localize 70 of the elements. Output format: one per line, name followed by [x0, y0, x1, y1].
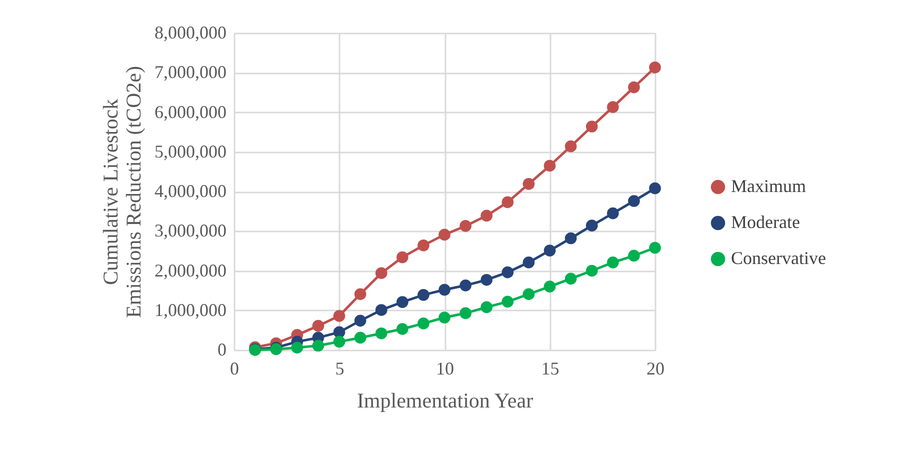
point — [312, 320, 324, 332]
point — [460, 307, 472, 320]
point — [502, 266, 514, 278]
point — [438, 284, 450, 296]
point — [291, 342, 304, 354]
point — [586, 220, 598, 232]
y-tick-label: 6,000,000 — [154, 102, 226, 122]
point — [333, 326, 346, 338]
point — [312, 340, 324, 352]
point — [564, 232, 577, 244]
point — [418, 289, 430, 301]
point — [396, 323, 408, 335]
point — [649, 62, 661, 74]
point — [438, 312, 450, 324]
point — [544, 160, 556, 172]
legend-label: Moderate — [731, 212, 800, 232]
point — [522, 256, 535, 268]
point — [564, 272, 577, 285]
x-tick-label: 0 — [230, 358, 239, 378]
x-tick-label: 20 — [646, 358, 664, 378]
point — [628, 195, 640, 207]
point — [354, 314, 366, 327]
y-tick-label: 8,000,000 — [154, 22, 226, 42]
point — [544, 244, 556, 256]
point — [460, 280, 472, 292]
point — [502, 296, 514, 308]
y-tick-label: 7,000,000 — [154, 62, 226, 82]
point — [354, 332, 366, 344]
point — [628, 250, 640, 262]
point — [418, 239, 430, 252]
y-tick-label: 2,000,000 — [154, 260, 226, 280]
y-tick-label: 4,000,000 — [154, 181, 226, 201]
y-tick-label: 3,000,000 — [154, 220, 226, 241]
point — [375, 304, 388, 316]
y-tick-label: 5,000,000 — [154, 141, 226, 162]
point — [418, 318, 430, 330]
point — [333, 310, 346, 322]
point — [564, 140, 577, 152]
legend-label: Maximum — [731, 176, 806, 196]
point — [522, 178, 535, 190]
point — [375, 267, 388, 280]
point — [544, 280, 556, 293]
x-tick-label: 5 — [335, 358, 344, 378]
point — [438, 228, 450, 241]
point — [586, 264, 598, 277]
point — [628, 81, 640, 94]
point — [480, 274, 493, 286]
point — [396, 251, 408, 264]
point — [586, 120, 598, 132]
point — [649, 182, 661, 194]
point — [522, 288, 535, 300]
x-tick-label: 15 — [541, 358, 560, 378]
point — [375, 327, 388, 340]
point — [460, 220, 472, 232]
y-axis-title: Cumulative Livestock Emissions Reduction (tCO2e) — [98, 66, 146, 318]
point — [606, 207, 619, 220]
point — [354, 288, 366, 300]
point — [606, 101, 619, 114]
y-tick-label: 0 — [218, 340, 226, 360]
point — [396, 296, 408, 308]
point — [606, 256, 619, 268]
x-tick-label: 10 — [436, 358, 454, 378]
point — [502, 196, 514, 208]
legend-label: Conservative — [731, 248, 826, 268]
point — [480, 210, 493, 222]
point — [333, 336, 346, 348]
x-axis-title: Implementation Year — [356, 388, 534, 412]
point — [649, 242, 661, 254]
point — [480, 301, 493, 314]
y-tick-label: 1,000,000 — [154, 300, 226, 320]
